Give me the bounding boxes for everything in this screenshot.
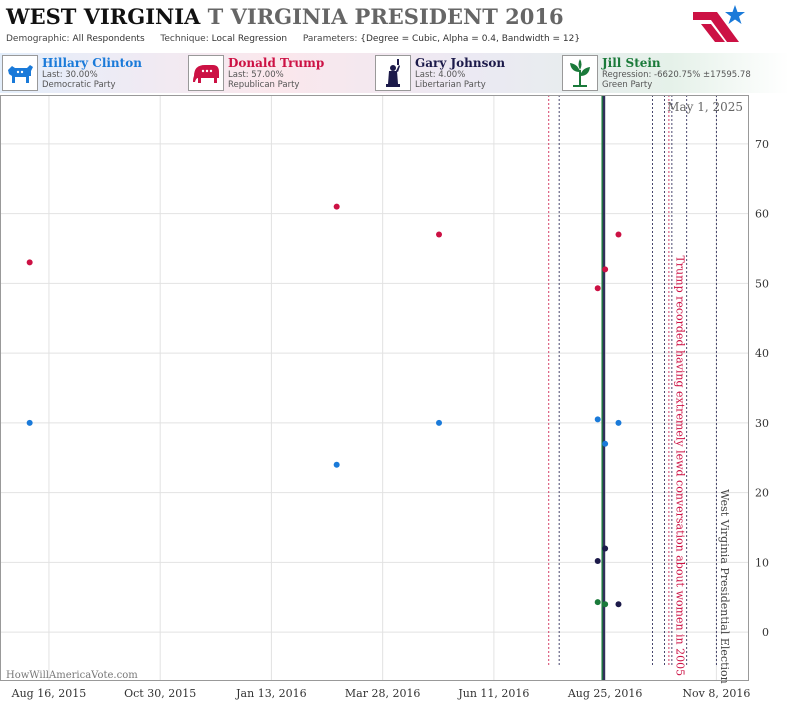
data-point	[436, 231, 443, 238]
candidate-party: Republican Party	[228, 80, 300, 90]
plot-frame	[0, 95, 749, 681]
elephant-icon	[188, 55, 224, 91]
x-tick-label: Oct 30, 2015	[124, 687, 196, 700]
candidate-johnson[interactable]: Gary Johnson Last: 4.00% Libertarian Par…	[375, 55, 555, 91]
candidate-stat: Last: 4.00%	[415, 70, 466, 80]
regression-lines	[601, 95, 606, 681]
candidate-legend: Hillary Clinton Last: 30.00% Democratic …	[0, 53, 789, 93]
technique-value: Local Regression	[211, 34, 288, 44]
data-point	[26, 419, 33, 426]
parameters-label: Parameters:	[302, 34, 358, 44]
site-logo-icon	[693, 5, 745, 42]
date-label: May 1, 2025	[667, 100, 743, 114]
y-tick-label: 60	[755, 208, 769, 221]
candidate-stat: Last: 30.00%	[42, 70, 98, 80]
technique-label: Technique:	[160, 34, 209, 44]
x-tick-label: Jun 11, 2016	[457, 687, 529, 700]
candidate-clinton[interactable]: Hillary Clinton Last: 30.00% Democratic …	[2, 55, 182, 91]
data-point	[333, 461, 340, 468]
demographic-label: Demographic:	[6, 34, 70, 44]
parameters-line: Demographic: All Respondents Technique: …	[6, 34, 580, 44]
demographic-value: All Respondents	[72, 34, 145, 44]
x-tick-label: Mar 28, 2016	[345, 687, 421, 700]
chart-header: WEST VIRGINIA T VIRGINIA PRESIDENT 2016 …	[0, 0, 789, 52]
data-point	[615, 601, 622, 608]
y-tick-label: 20	[755, 487, 769, 500]
title-state: WEST VIRGINIA	[6, 4, 201, 29]
poll-scatter-chart: Trump recorded having extremely lewd con…	[0, 95, 769, 700]
donkey-icon	[2, 55, 38, 91]
candidate-stein[interactable]: Jill Stein Regression: -6620.75% ±17595.…	[562, 55, 784, 91]
candidate-name: Gary Johnson	[415, 56, 506, 70]
data-point	[602, 545, 609, 552]
parameters-value: {Degree = Cubic, Alpha = 0.4, Bandwidth …	[360, 34, 581, 44]
data-point	[602, 601, 609, 608]
y-tick-label: 70	[755, 138, 769, 151]
liberty-icon	[375, 55, 411, 91]
x-tick-label: Jan 13, 2016	[235, 687, 307, 700]
y-tick-label: 0	[762, 626, 769, 639]
data-point	[615, 419, 622, 426]
y-tick-label: 40	[755, 347, 769, 360]
page-title: WEST VIRGINIA T VIRGINIA PRESIDENT 2016	[6, 4, 564, 29]
annotations: Trump recorded having extremely lewd con…	[673, 255, 730, 683]
candidate-name: Jill Stein	[602, 56, 661, 70]
y-tick-label: 30	[755, 417, 769, 430]
data-point	[594, 558, 601, 565]
candidate-name: Donald Trump	[228, 56, 325, 70]
event-lines	[548, 95, 717, 665]
x-tick-label: Aug 16, 2015	[11, 687, 87, 700]
x-tick-label: Aug 25, 2016	[567, 687, 643, 700]
data-point	[602, 266, 609, 273]
data-point	[615, 231, 622, 238]
data-point	[594, 416, 601, 423]
candidate-trump[interactable]: Donald Trump Last: 57.00% Republican Par…	[188, 55, 368, 91]
title-office: T VIRGINIA PRESIDENT 2016	[207, 4, 564, 29]
data-point	[333, 203, 340, 210]
watermark: HowWillAmericaVote.com	[6, 670, 138, 681]
x-tick-label: Nov 8, 2016	[682, 687, 750, 700]
candidate-party: Libertarian Party	[415, 80, 486, 90]
candidate-party: Democratic Party	[42, 80, 116, 90]
candidate-name: Hillary Clinton	[42, 56, 142, 70]
axes: 0 10 20 30 40 50 60 70 Aug 16, 2015 Oct 30, 2015 J…	[11, 138, 769, 700]
y-tick-label: 50	[755, 277, 769, 290]
candidate-party: Green Party	[602, 80, 653, 90]
event-annotation: West Virginia Presidential Election	[718, 489, 731, 684]
data-point	[602, 440, 609, 447]
candidate-stat: Regression: -6620.75% ±17595.78	[602, 70, 751, 80]
candidate-stat: Last: 57.00%	[228, 70, 284, 80]
y-tick-label: 10	[755, 556, 769, 569]
data-point	[436, 419, 443, 426]
data-point	[26, 259, 33, 266]
data-point	[594, 599, 601, 606]
data-points	[26, 203, 622, 608]
data-point	[594, 285, 601, 292]
event-annotation: Trump recorded having extremely lewd con…	[673, 255, 686, 676]
gridlines	[0, 95, 749, 681]
plant-icon	[562, 55, 598, 91]
